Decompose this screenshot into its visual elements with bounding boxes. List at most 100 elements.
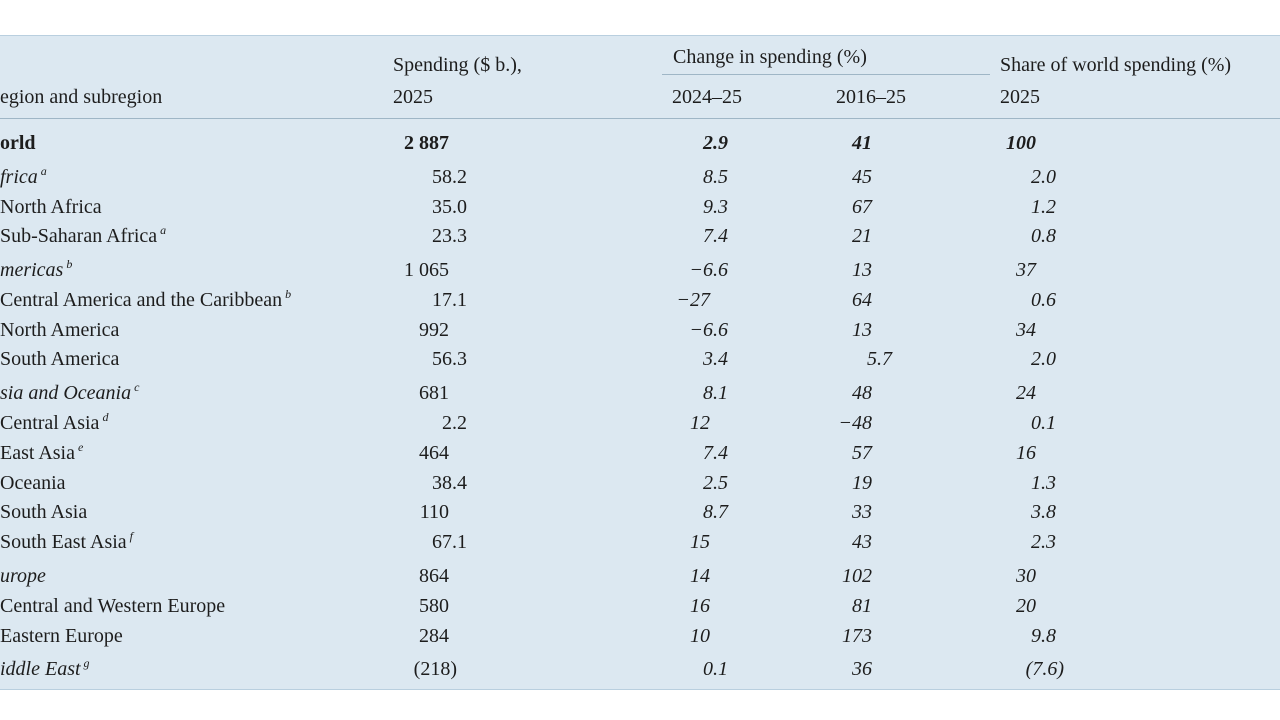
header-spending: Spending ($ b.), (393, 54, 522, 76)
cell-change-2024-25: −6.6 (689, 319, 729, 341)
cell-share: 0.8 (1031, 225, 1056, 247)
footnote-mark: d (102, 410, 109, 424)
region-name: Central America and the Caribbean b (0, 287, 292, 311)
region-name: North America (0, 319, 120, 341)
cell-change-2024-25: 3.4 (703, 348, 728, 370)
cell-change-2024-25: −27 (676, 289, 711, 311)
header-share-year: 2025 (1000, 86, 1040, 108)
cell-change-2024-25: 8.5 (703, 166, 728, 188)
cell-change-2016-25: −48 (838, 412, 873, 434)
cell-change-2024-25: 16 (690, 595, 710, 617)
cell-share: 1.3 (1031, 472, 1056, 494)
header-change-long: 2016–25 (836, 86, 906, 108)
region-name: sia and Oceania c (0, 380, 140, 404)
cell-share: 9.8 (1031, 625, 1056, 647)
region-name: Central Asia d (0, 410, 109, 434)
cell-spending: 284 (419, 625, 449, 647)
cell-change-2016-25: 102 (842, 565, 872, 587)
header-region: egion and subregion (0, 86, 163, 108)
cell-share: 24 (1016, 382, 1036, 404)
cell-share: 20 (1016, 595, 1036, 617)
region-name: South East Asia f (0, 529, 134, 553)
region-name: mericas b (0, 257, 73, 281)
cell-change-2016-25: 21 (852, 225, 872, 247)
footnote-mark: c (134, 380, 140, 394)
cell-change-2024-25: −6.6 (689, 259, 729, 281)
cell-change-2016-25: 43 (852, 531, 872, 553)
region-name: South America (0, 348, 120, 370)
cell-share: 100 (1006, 132, 1036, 154)
cell-change-2024-25: 7.4 (703, 225, 728, 247)
cell-change-2024-25: 8.1 (703, 382, 728, 404)
cell-spending: 864 (419, 565, 449, 587)
header-rule (662, 74, 990, 75)
cell-change-2016-25: 173 (842, 625, 872, 647)
footnote-mark: b (66, 257, 73, 271)
header-change-short: 2024–25 (672, 86, 742, 108)
region-name: East Asia e (0, 440, 84, 464)
cell-spending: 1 065 (404, 259, 449, 281)
region-name: North Africa (0, 196, 102, 218)
cell-change-2024-25: 8.7 (703, 501, 728, 523)
footnote-mark: g (83, 656, 90, 670)
header-change: Change in spending (%) (673, 46, 867, 68)
cell-change-2016-25: 64 (852, 289, 872, 311)
cell-spending: 38.4 (432, 472, 467, 494)
cell-change-2016-25: 5.7 (867, 348, 892, 370)
cell-change-2024-25: 14 (690, 565, 710, 587)
region-name: Central and Western Europe (0, 595, 226, 617)
cell-change-2024-25: 7.4 (703, 442, 728, 464)
cell-spending: 17.1 (432, 289, 467, 311)
region-name: frica a (0, 164, 47, 188)
cell-change-2024-25: 2.9 (703, 132, 728, 154)
cell-change-2016-25: 48 (852, 382, 872, 404)
footnote-mark: a (160, 223, 167, 237)
cell-spending: 56.3 (432, 348, 467, 370)
cell-spending: 681 (419, 382, 449, 404)
cell-change-2024-25: 12 (690, 412, 710, 434)
cell-share: 2.3 (1031, 531, 1056, 553)
cell-change-2016-25: 81 (852, 595, 872, 617)
region-name: iddle East g (0, 656, 90, 680)
cell-spending: 58.2 (432, 166, 467, 188)
cell-change-2016-25: 19 (852, 472, 872, 494)
header-share: Share of world spending (%) (1000, 54, 1232, 76)
cell-share: 30 (1016, 565, 1036, 587)
cell-share: 16 (1016, 442, 1036, 464)
footnote-mark: a (40, 164, 47, 178)
cell-change-2016-25: 36 (852, 658, 872, 680)
region-name: South Asia (0, 501, 88, 523)
cell-share: 2.0 (1031, 166, 1056, 188)
header-spending-year: 2025 (393, 86, 433, 108)
cell-spending: 67.1 (432, 531, 467, 553)
cell-spending: 2.2 (442, 412, 467, 434)
cell-change-2016-25: 13 (852, 259, 872, 281)
cell-spending: 580 (419, 595, 449, 617)
cell-change-2016-25: 41 (852, 132, 872, 154)
region-name: Oceania (0, 472, 66, 494)
region-name: Sub-Saharan Africa a (0, 223, 167, 247)
cell-change-2024-25: 15 (690, 531, 710, 553)
cell-spending: 2 887 (404, 132, 449, 154)
cell-spending: 35.0 (432, 196, 467, 218)
region-name: orld (0, 132, 36, 154)
cell-change-2024-25: 10 (690, 625, 710, 647)
cell-spending: (218) (413, 658, 457, 680)
cell-share: 3.8 (1031, 501, 1056, 523)
cell-change-2016-25: 57 (852, 442, 872, 464)
cell-spending: 464 (419, 442, 449, 464)
cell-change-2016-25: 33 (852, 501, 872, 523)
cell-spending: 992 (419, 319, 449, 341)
cell-spending: 110 (419, 501, 449, 523)
header-bottom-rule (0, 118, 1280, 119)
cell-change-2016-25: 13 (852, 319, 872, 341)
cell-share: 0.1 (1031, 412, 1056, 434)
cell-change-2016-25: 45 (852, 166, 872, 188)
region-name: Eastern Europe (0, 625, 123, 647)
footnote-mark: f (129, 529, 134, 543)
cell-share: (7.6) (1025, 658, 1064, 680)
cell-share: 2.0 (1031, 348, 1056, 370)
cell-change-2024-25: 9.3 (703, 196, 728, 218)
cell-change-2016-25: 67 (852, 196, 872, 218)
